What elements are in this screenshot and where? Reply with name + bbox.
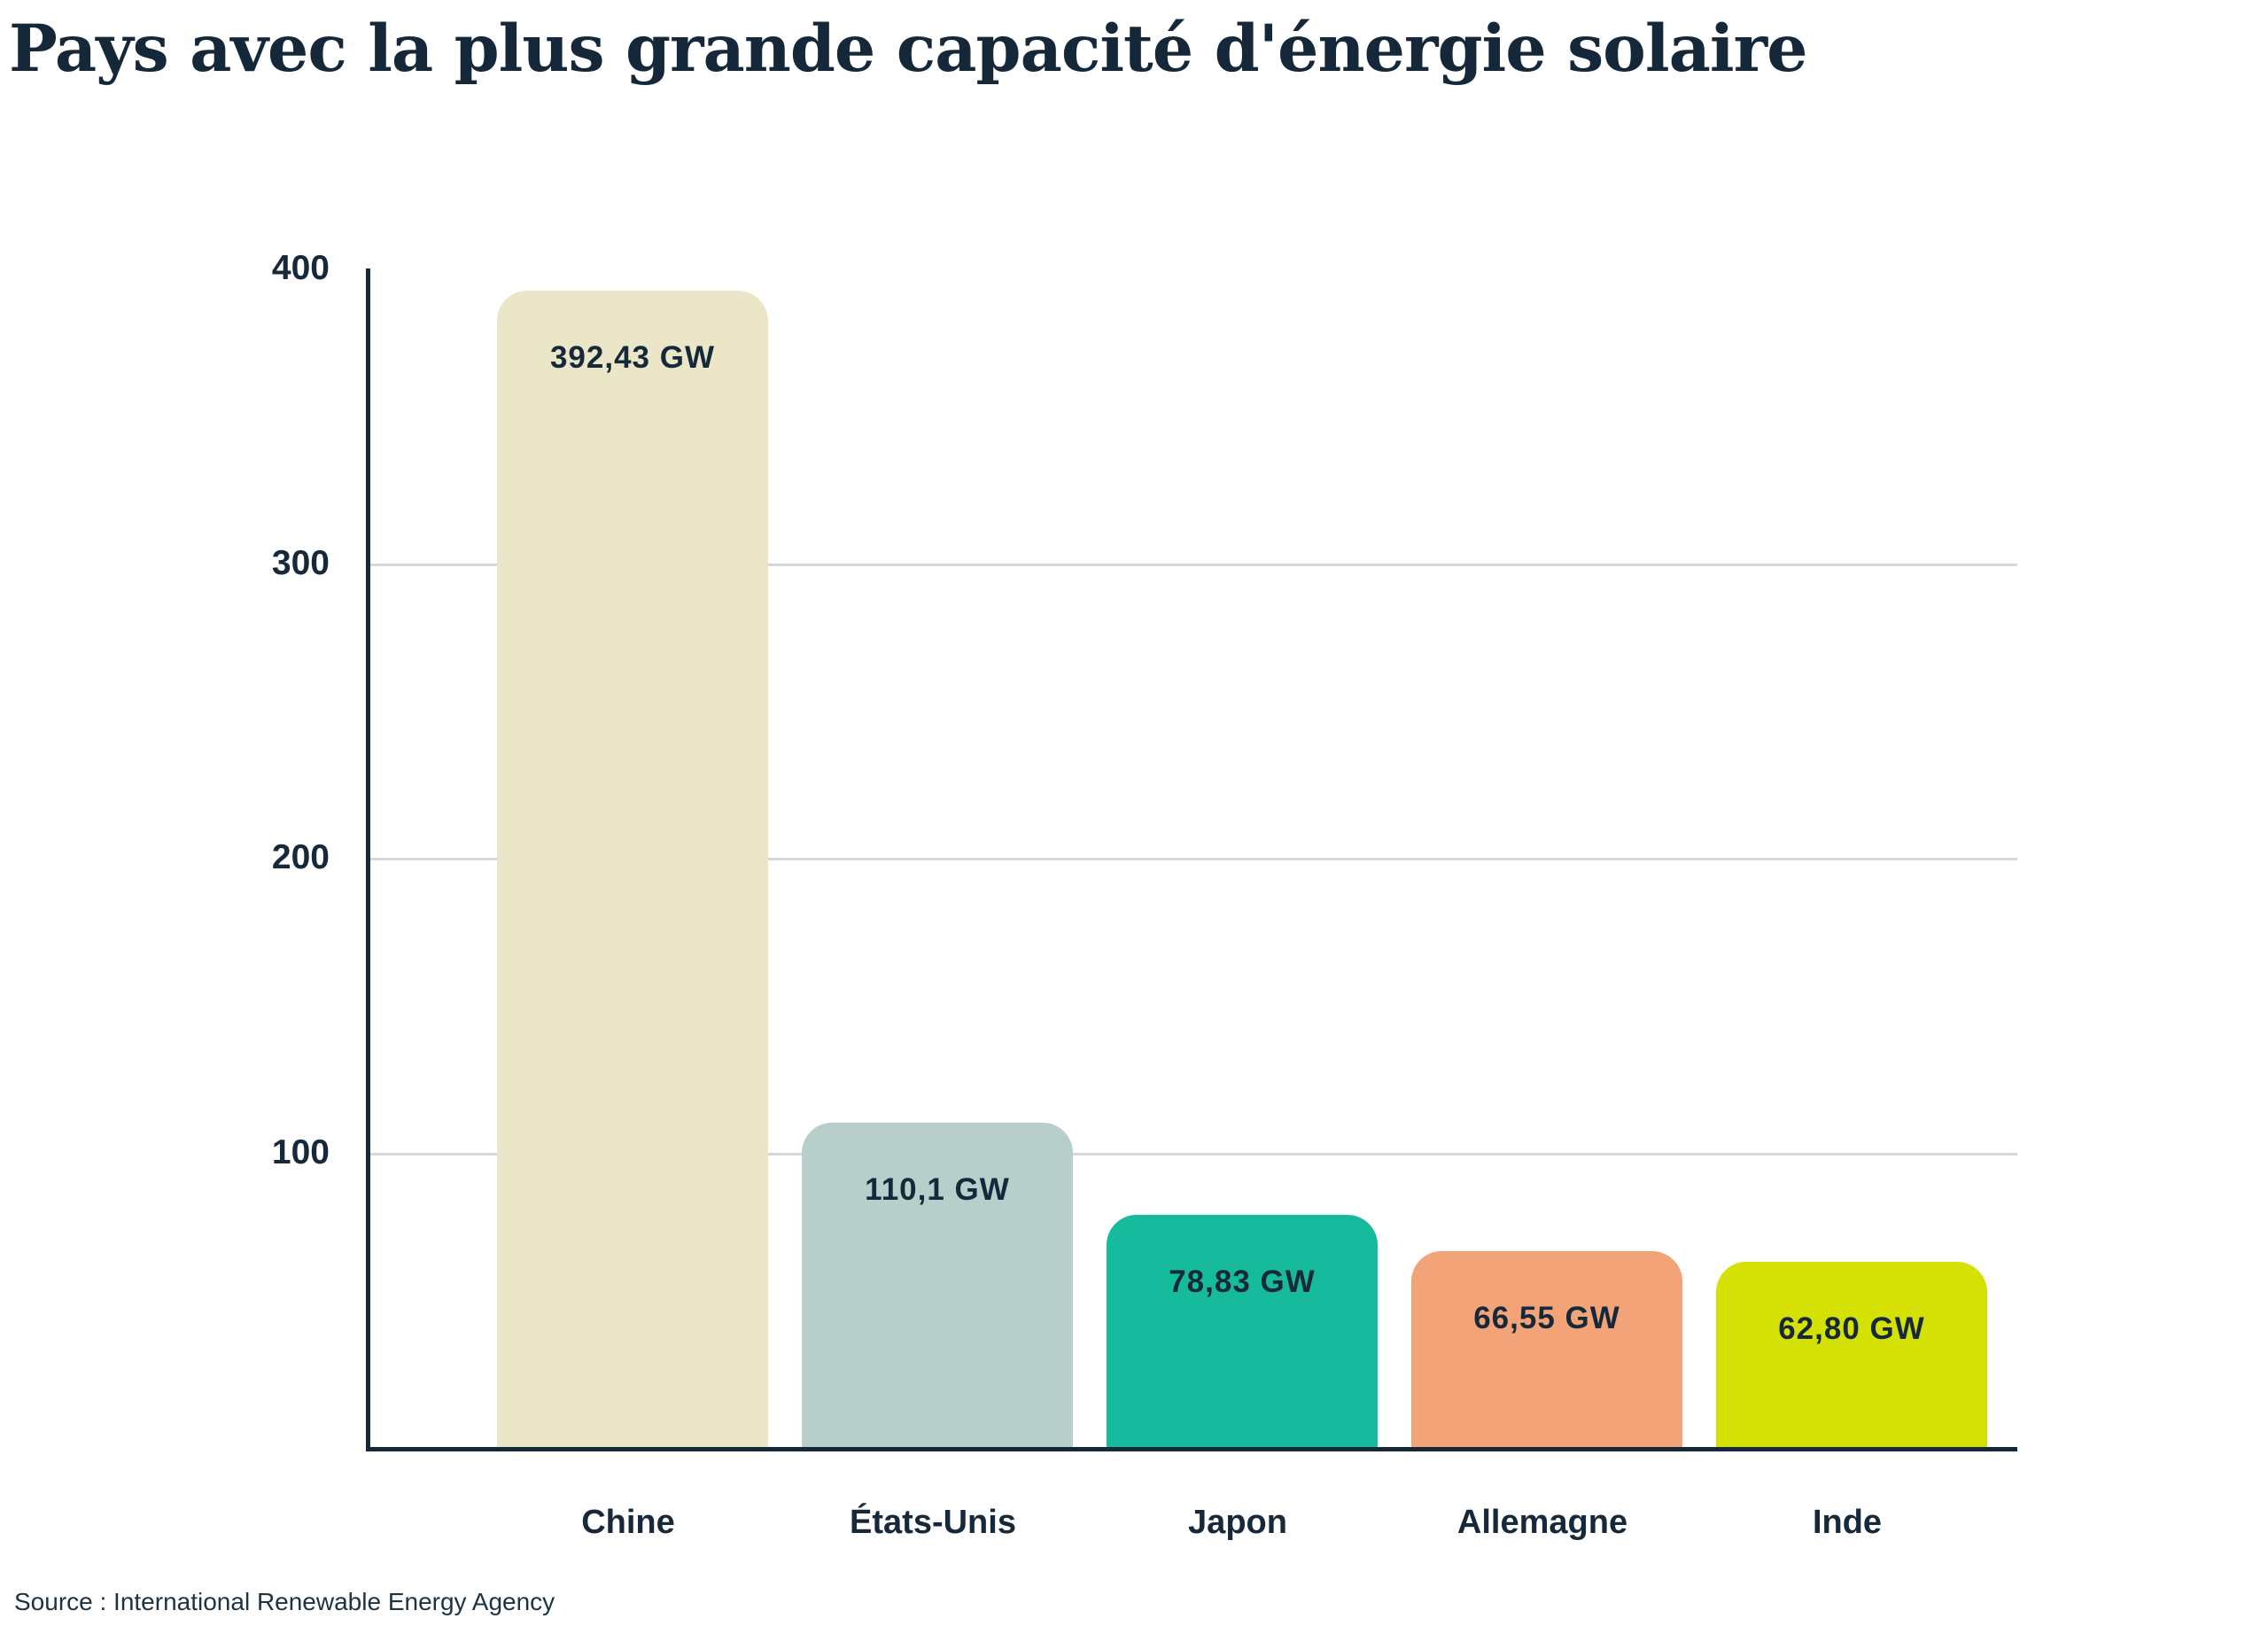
y-tick-label-100: 100 bbox=[271, 1132, 330, 1171]
x-tick-label-inde: Inde bbox=[1812, 1504, 1883, 1541]
gridline-100 bbox=[370, 1152, 2017, 1155]
x-tick-label-chine: Chine bbox=[581, 1504, 675, 1541]
bar-value-label: 62,80 GW bbox=[1778, 1311, 1925, 1347]
x-tick-label-japon: Japon bbox=[1188, 1504, 1287, 1541]
y-tick-label-200: 200 bbox=[271, 838, 330, 876]
source-note: Source : International Renewable Energy … bbox=[14, 1588, 555, 1615]
bar-value-label: 110,1 GW bbox=[865, 1171, 1010, 1207]
chart-title: Pays avec la plus grande capacité d'éner… bbox=[9, 11, 1808, 87]
bar-japon: 78,83 GW bbox=[1107, 1214, 1378, 1447]
y-tick-label-300: 300 bbox=[271, 543, 330, 582]
bar-chine: 392,43 GW bbox=[497, 291, 768, 1447]
bar-inde: 62,80 GW bbox=[1716, 1262, 1987, 1447]
x-tick-label-états-unis: États-Unis bbox=[850, 1504, 1016, 1541]
gridline-200 bbox=[370, 858, 2017, 860]
plot-area: 392,43 GW 110,1 GW 78,83 GW 66,55 GW 62,80 G… bbox=[366, 268, 2017, 1451]
bar-value-label: 392,43 GW bbox=[549, 340, 716, 376]
bar-value-label: 78,83 GW bbox=[1169, 1264, 1316, 1299]
x-tick-label-allemagne: Allemagne bbox=[1456, 1504, 1628, 1541]
bar-états-unis: 110,1 GW bbox=[802, 1122, 1073, 1447]
gridline-300 bbox=[370, 563, 2017, 566]
y-tick-label-400: 400 bbox=[271, 249, 330, 287]
bar-allemagne: 66,55 GW bbox=[1411, 1250, 1682, 1447]
bar-value-label: 66,55 GW bbox=[1473, 1300, 1620, 1335]
